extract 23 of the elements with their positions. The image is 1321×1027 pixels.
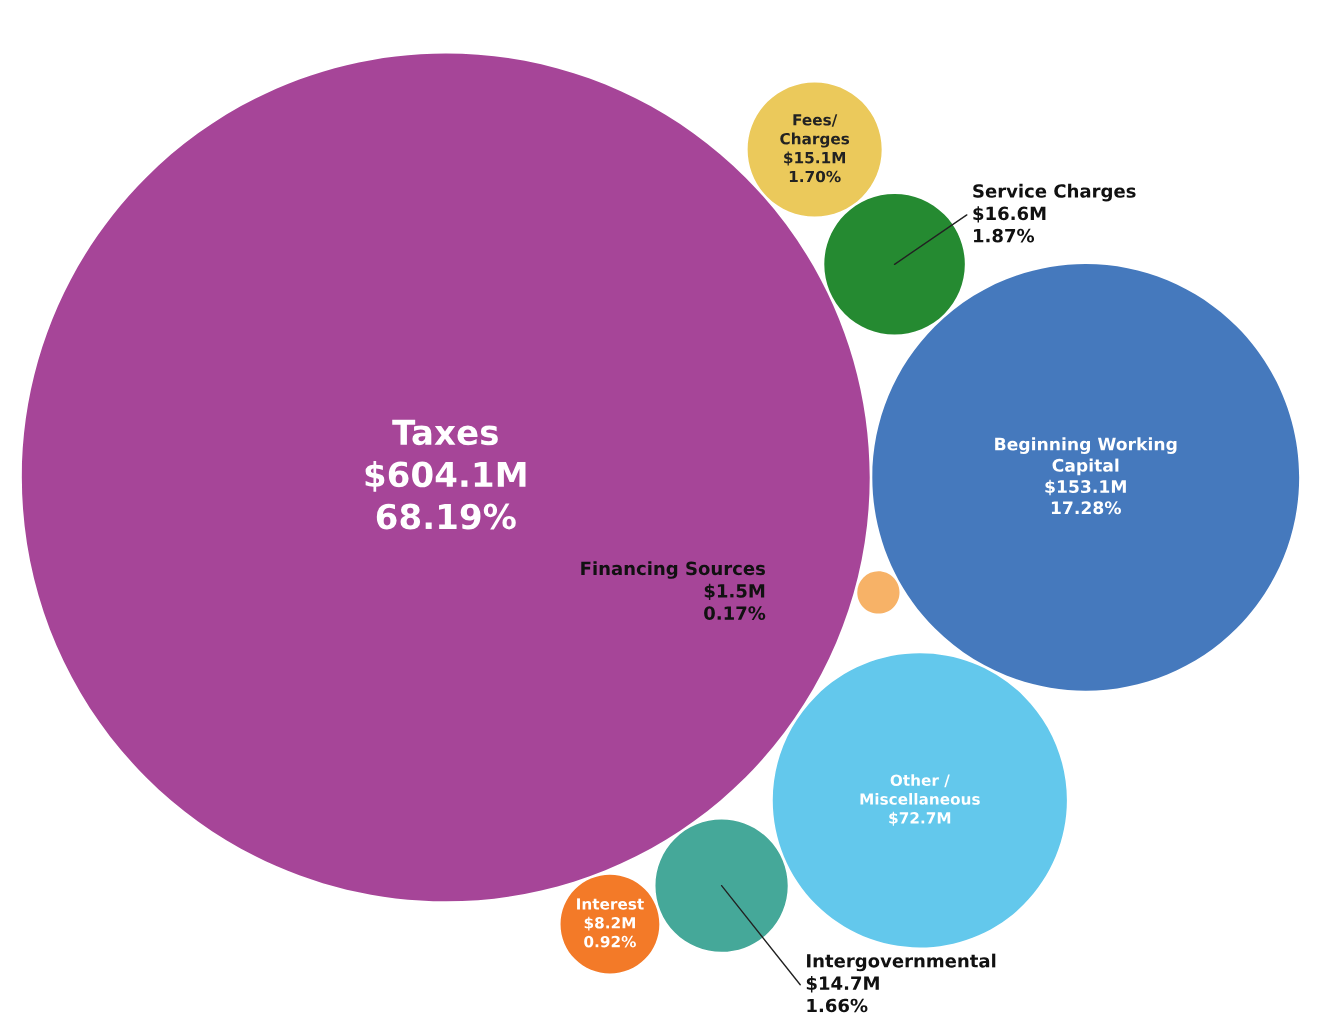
text: 0.92% — [584, 935, 636, 948]
text: 17.28% — [1051, 501, 1121, 515]
text: 1.66% — [807, 998, 868, 1013]
category-label: Financing Sources — [581, 561, 765, 579]
data-label: $153.1M — [1045, 479, 1126, 496]
data-label: $72.7M — [889, 811, 951, 826]
category-label: Fees/ Charges — [780, 114, 850, 148]
data-label: $15.1M — [784, 151, 846, 166]
category-label: Taxes — [392, 419, 498, 446]
text: 0.17% — [704, 606, 766, 620]
data-label: $16.6M — [973, 206, 1046, 223]
data-label: $14.7M — [806, 976, 879, 993]
category-label: Beginning Working Capital — [995, 437, 1177, 476]
text: 1.87% — [974, 228, 1035, 243]
text: 1.70% — [789, 170, 841, 183]
category-label: Service Charges — [973, 183, 1136, 202]
category-label: Intergovernmental — [807, 953, 996, 972]
data-label: $1.5M — [704, 583, 765, 601]
data-label: $604.1M — [365, 460, 526, 492]
text: 68.19% — [376, 503, 516, 530]
category-label: Interest — [577, 898, 644, 910]
category-label: Other / Miscellaneous — [860, 774, 980, 805]
data-label: $8.2M — [584, 916, 635, 931]
